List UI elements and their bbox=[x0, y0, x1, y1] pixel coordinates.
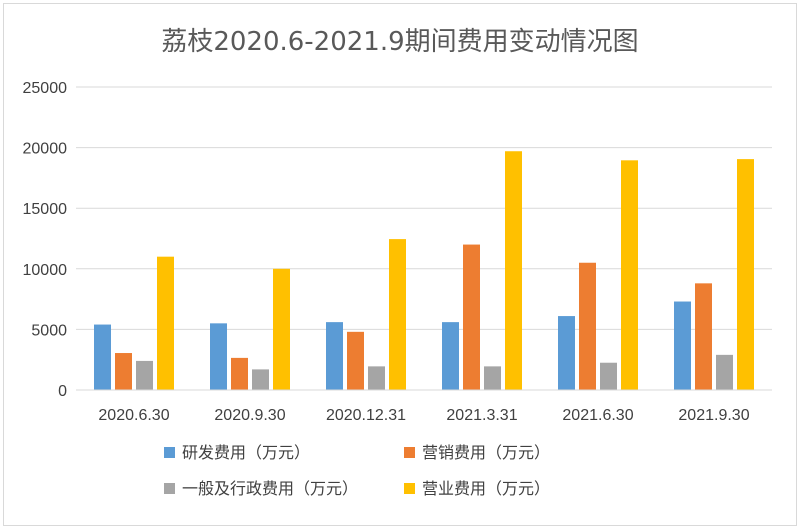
x-tick-label: 2021.3.31 bbox=[446, 407, 517, 424]
y-tick-label: 20000 bbox=[23, 141, 68, 158]
legend-swatch bbox=[404, 447, 415, 458]
y-tick-label: 0 bbox=[58, 383, 67, 400]
bar-series-1-cat-0 bbox=[115, 353, 132, 390]
bar-series-3-cat-3 bbox=[505, 151, 522, 390]
x-tick-label: 2021.9.30 bbox=[678, 407, 749, 424]
legend-swatch bbox=[164, 447, 175, 458]
legend-label: 营销费用（万元） bbox=[422, 443, 550, 462]
x-tick-label: 2021.6.30 bbox=[562, 407, 633, 424]
bar-series-2-cat-2 bbox=[368, 366, 385, 390]
bar-series-2-cat-5 bbox=[716, 354, 733, 390]
legend-label: 研发费用（万元） bbox=[182, 443, 310, 462]
y-tick-label: 25000 bbox=[23, 80, 68, 97]
bar-series-0-cat-4 bbox=[558, 316, 575, 390]
x-tick-label: 2020.12.31 bbox=[326, 407, 406, 424]
bar-series-1-cat-5 bbox=[695, 283, 712, 390]
gridlines bbox=[76, 86, 772, 330]
x-tick-label: 2020.9.30 bbox=[214, 407, 285, 424]
legend-swatch bbox=[404, 483, 415, 494]
legend-label: 营业费用（万元） bbox=[422, 479, 550, 498]
bar-series-3-cat-2 bbox=[389, 239, 406, 390]
bars bbox=[94, 151, 754, 390]
y-tick-label: 5000 bbox=[31, 322, 67, 339]
bar-series-3-cat-0 bbox=[157, 256, 174, 390]
x-tick-label: 2020.6.30 bbox=[98, 407, 169, 424]
bar-series-2-cat-3 bbox=[484, 366, 501, 390]
legend-swatch bbox=[164, 483, 175, 494]
bar-series-3-cat-5 bbox=[737, 159, 754, 390]
y-tick-label: 15000 bbox=[23, 201, 68, 218]
bar-series-1-cat-4 bbox=[579, 262, 596, 390]
bar-series-0-cat-1 bbox=[210, 323, 227, 390]
chart-title: 荔枝2020.6-2021.9期间费用变动情况图 bbox=[161, 27, 638, 57]
bar-series-1-cat-3 bbox=[463, 244, 480, 390]
bar-series-3-cat-4 bbox=[621, 160, 638, 390]
bar-series-2-cat-4 bbox=[600, 362, 617, 390]
bar-series-0-cat-3 bbox=[442, 322, 459, 390]
bar-series-2-cat-0 bbox=[136, 360, 153, 390]
legend-label: 一般及行政费用（万元） bbox=[182, 479, 358, 498]
bar-series-2-cat-1 bbox=[252, 369, 269, 390]
x-axis-ticks: 2020.6.30 2020.9.30 2020.12.31 2021.3.31 202… bbox=[98, 407, 749, 424]
bar-series-0-cat-2 bbox=[326, 322, 343, 390]
bar-series-1-cat-1 bbox=[231, 357, 248, 390]
bar-series-0-cat-0 bbox=[94, 324, 111, 390]
legend: 研发费用（万元） 营销费用（万元） 一般及行政费用（万元） 营业费用（万元） bbox=[164, 443, 550, 498]
bar-series-0-cat-5 bbox=[674, 301, 691, 390]
y-axis-ticks: 0 5000 10000 15000 20000 25000 bbox=[23, 80, 68, 400]
bar-series-1-cat-2 bbox=[347, 331, 364, 390]
bar-series-3-cat-1 bbox=[273, 268, 290, 390]
y-tick-label: 10000 bbox=[23, 262, 68, 279]
